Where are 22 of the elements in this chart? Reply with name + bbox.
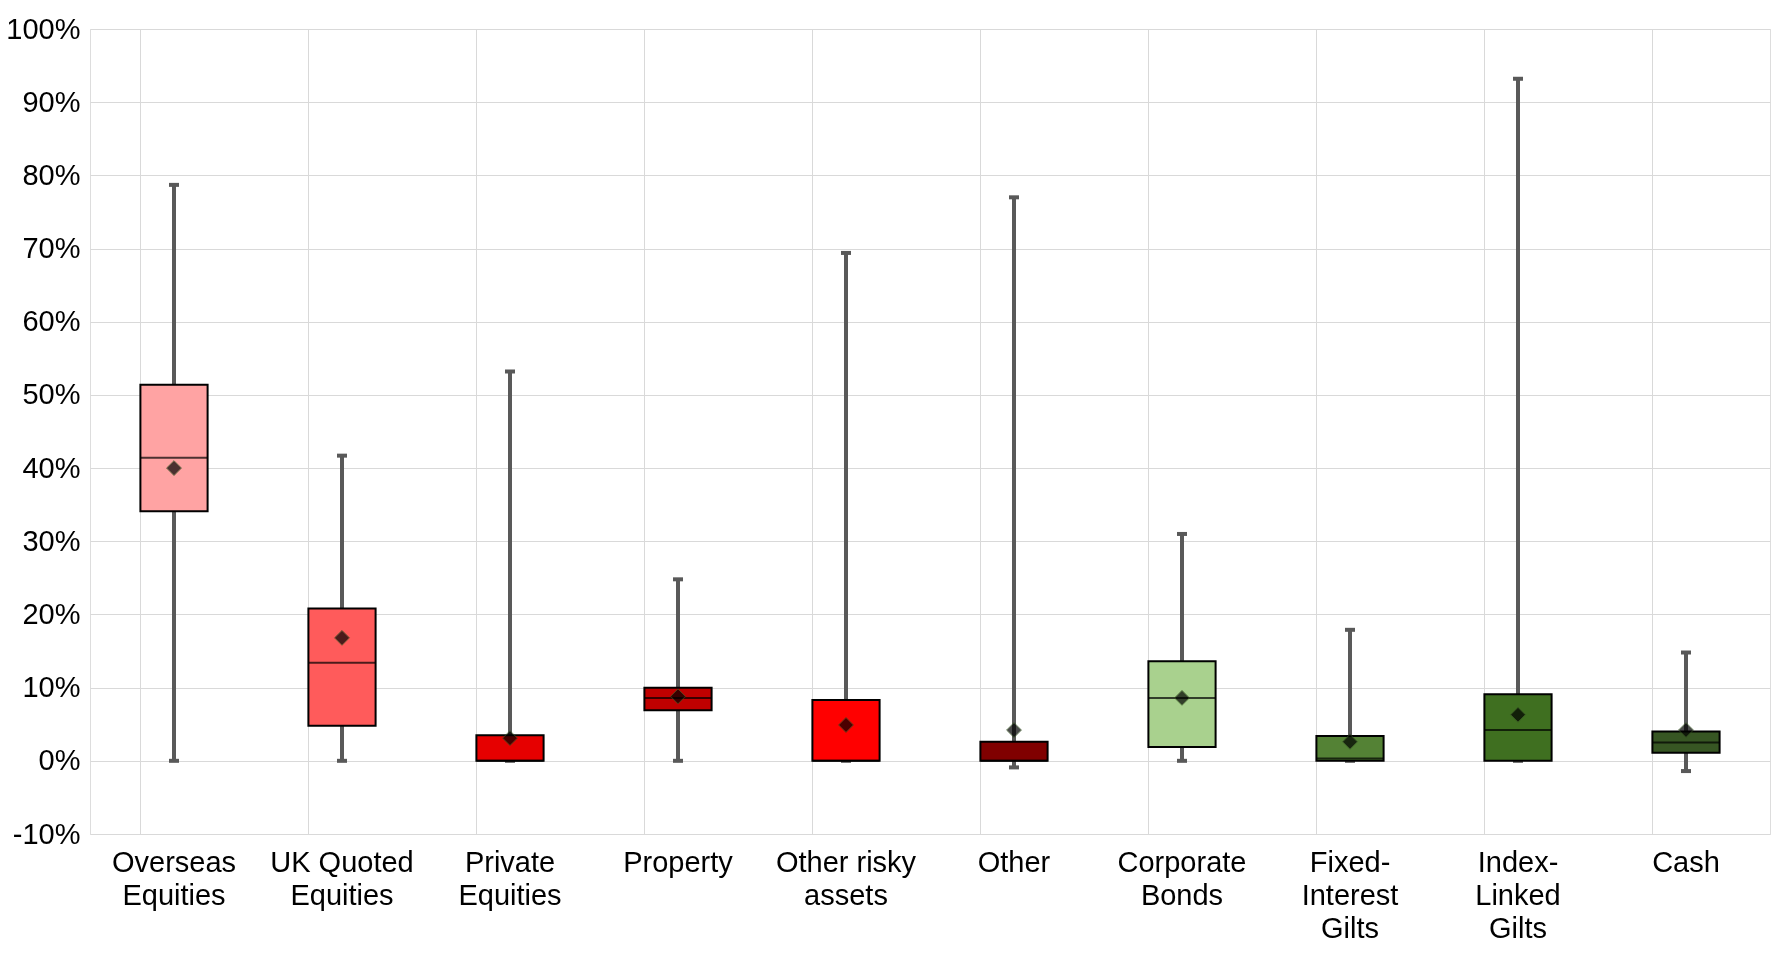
- y-tick-label: 100%: [6, 12, 81, 45]
- x-tick-label: Other: [977, 845, 1051, 878]
- x-tick-label: Other risky assets: [775, 845, 917, 911]
- y-tick-label: 80%: [22, 158, 81, 191]
- y-tick-label: 60%: [22, 305, 81, 338]
- y-tick-label: 0%: [38, 744, 81, 777]
- y-tick-label: 20%: [22, 597, 81, 630]
- y-tick-label: 50%: [22, 378, 81, 411]
- x-tick-label: Private Equities: [458, 845, 562, 911]
- x-tick-label: Index-Linked Gilts: [1475, 845, 1561, 944]
- x-tick-label: Cash: [1652, 845, 1720, 878]
- x-tick-label: Corporate Bonds: [1117, 845, 1247, 911]
- y-tick-label: -10%: [12, 817, 81, 850]
- y-tick-label: 10%: [22, 671, 81, 704]
- x-tick-label: Fixed-Interest Gilts: [1301, 845, 1399, 944]
- y-tick-label: 90%: [22, 85, 81, 118]
- x-tick-label: UK Quoted Equities: [270, 845, 414, 911]
- y-tick-label: 70%: [22, 232, 81, 265]
- x-tick-label: Property: [623, 845, 734, 878]
- x-tick-label: Overseas Equities: [111, 845, 237, 911]
- y-tick-label: 30%: [22, 524, 81, 557]
- y-tick-label: 40%: [22, 451, 81, 484]
